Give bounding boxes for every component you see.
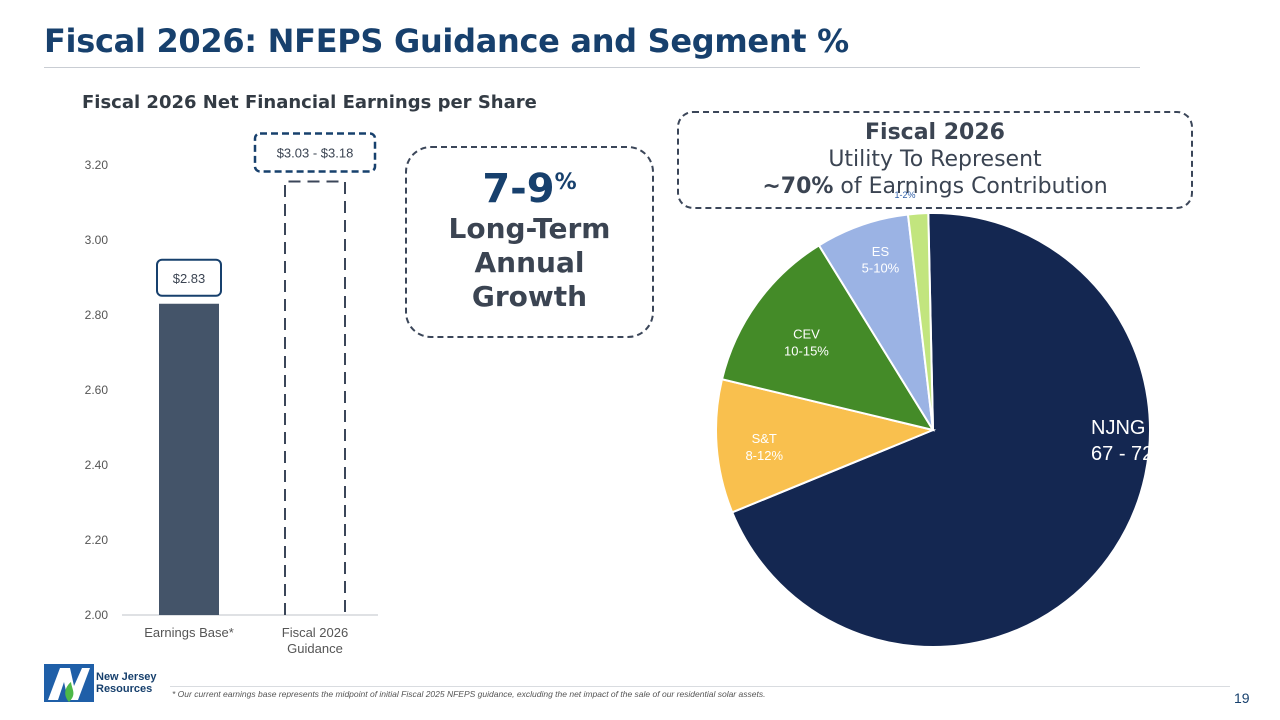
pie-label-cev: CEV [793, 326, 820, 341]
growth-label-1: Long-Term [448, 212, 611, 245]
bar-fiscal-2026-guidance [284, 180, 346, 615]
chart-title: Fiscal 2026 Net Financial Earnings per S… [82, 92, 537, 113]
y-tick-label: 2.80 [85, 308, 109, 322]
page-number: 19 [1234, 690, 1250, 706]
utility-contribution: ~70% of Earnings Contribution [679, 174, 1191, 199]
utility-contribution-text: of Earnings Contribution [833, 174, 1108, 199]
pie-value-cev: 10-15% [784, 343, 829, 358]
y-tick-label: 2.00 [85, 608, 109, 622]
x-tick-label: Guidance [287, 641, 343, 656]
x-tick-label: Fiscal 2026 [282, 625, 348, 640]
bar-earnings-base [159, 303, 219, 615]
growth-value: 7-9 [482, 166, 555, 212]
pie-label-njng: NJNG [1091, 417, 1145, 439]
pie-value-hs: 1-2% [895, 190, 916, 200]
footer-divider [170, 686, 1230, 687]
title-divider [44, 67, 1140, 68]
data-label-box [253, 132, 377, 173]
y-tick-label: 3.00 [85, 233, 109, 247]
pie-value-njng: 67 - 72% [1091, 443, 1171, 465]
pie-slice-st [715, 378, 937, 514]
growth-label-2: Annual [474, 246, 585, 279]
page-title: Fiscal 2026: NFEPS Guidance and Segment … [44, 22, 849, 60]
pie-slice-cev [720, 243, 936, 432]
pie-slice-hs [906, 212, 934, 431]
utility-percent: ~70% [762, 174, 834, 199]
footnote: * Our current earnings base represents t… [172, 689, 766, 699]
y-tick-label: 2.20 [85, 533, 109, 547]
growth-unit: % [554, 170, 577, 195]
pie-value-st: 8-12% [745, 448, 783, 463]
logo-mark-icon [44, 664, 94, 702]
logo-text-line1: New Jersey [96, 671, 157, 683]
x-tick-label: Earnings Base* [144, 625, 234, 640]
data-label-box [156, 258, 222, 297]
data-label: $2.83 [173, 271, 206, 286]
y-tick-label: 3.20 [85, 158, 109, 172]
growth-percent: 7-9% [407, 166, 652, 212]
y-tick-label: 2.40 [85, 458, 109, 472]
utility-heading: Fiscal 2026 [865, 120, 1005, 145]
growth-callout: 7-9% Long-Term Annual Growth [405, 146, 654, 338]
y-tick-label: 2.60 [85, 383, 109, 397]
pie-label-es: ES [872, 244, 890, 259]
eps-bar-chart: 2.00 2.20 2.40 2.60 2.80 3.00 3.20 $2.83 Earning… [85, 132, 378, 656]
growth-label-3: Growth [471, 280, 588, 313]
pie-label-st: S&T [752, 431, 777, 446]
utility-callout: Fiscal 2026 Utility To Represent ~70% of… [677, 111, 1193, 209]
logo-text-line2: Resources [96, 683, 153, 695]
utility-subheading: Utility To Represent [828, 147, 1042, 172]
pie-value-es: 5-10% [862, 261, 900, 276]
data-label: $3.03 - $3.18 [277, 146, 354, 161]
company-logo: New Jersey Resources [44, 664, 204, 704]
pie-slice-njng [730, 212, 1151, 648]
